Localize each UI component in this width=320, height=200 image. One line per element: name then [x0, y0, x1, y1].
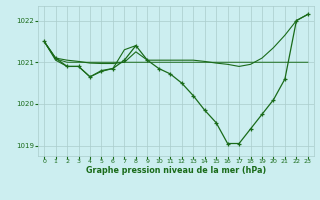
X-axis label: Graphe pression niveau de la mer (hPa): Graphe pression niveau de la mer (hPa): [86, 166, 266, 175]
